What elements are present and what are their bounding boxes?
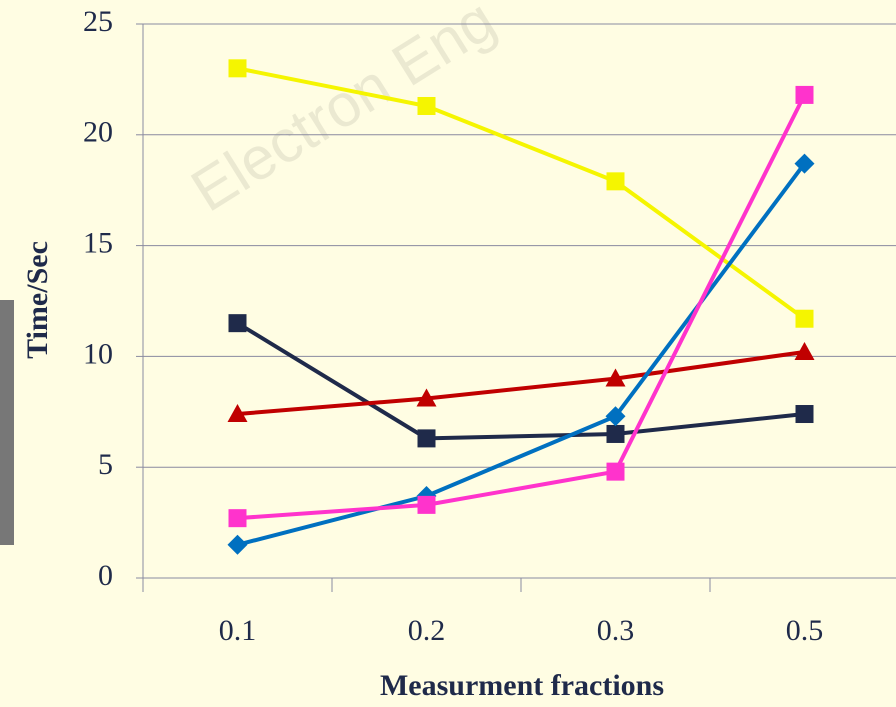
- y-axis-label: Time/Sec: [21, 241, 54, 359]
- marker: [229, 59, 247, 77]
- marker: [229, 314, 247, 332]
- x-tick-label: 0.5: [786, 614, 824, 647]
- y-tick-label: 15: [83, 226, 113, 259]
- marker: [607, 463, 625, 481]
- marker: [796, 86, 814, 104]
- marker: [229, 509, 247, 527]
- y-tick-label: 5: [98, 448, 113, 481]
- background: [0, 0, 896, 707]
- marker: [796, 310, 814, 328]
- y-tick-label: 20: [83, 116, 113, 149]
- y-tick-label: 25: [83, 5, 113, 38]
- y-tick-label: 0: [98, 559, 113, 592]
- x-axis-label: Measurment fractions: [380, 669, 664, 702]
- marker: [418, 496, 436, 514]
- x-tick-label: 0.3: [597, 614, 635, 647]
- marker: [418, 429, 436, 447]
- marker: [418, 97, 436, 115]
- x-tick-label: 0.1: [219, 614, 257, 647]
- marker: [607, 172, 625, 190]
- x-tick-label: 0.2: [408, 614, 446, 647]
- marker: [796, 405, 814, 423]
- chart: Electron Eng Time/Sec Measurment fractio…: [0, 0, 896, 707]
- photo-fragment: [0, 300, 14, 545]
- y-tick-label: 10: [83, 337, 113, 370]
- marker: [607, 425, 625, 443]
